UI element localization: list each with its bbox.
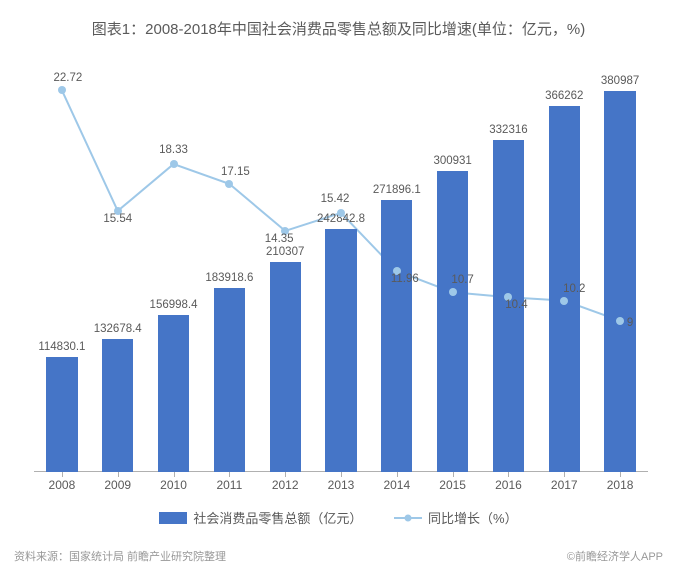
line-marker — [616, 317, 624, 325]
x-tick — [118, 472, 119, 477]
bar-value-label: 132678.4 — [94, 323, 142, 335]
x-tick — [620, 472, 621, 477]
legend: 社会消费品零售总额（亿元） 同比增长（%） — [0, 508, 677, 527]
x-tick — [453, 472, 454, 477]
x-axis-label: 2013 — [328, 478, 355, 492]
footer-source: 资料来源：国家统计局 前瞻产业研究院整理 — [14, 548, 226, 564]
x-tick — [62, 472, 63, 477]
bar-value-label: 300931 — [433, 155, 471, 167]
line-marker — [58, 86, 66, 94]
legend-swatch-bar — [159, 512, 187, 524]
line-marker — [449, 288, 457, 296]
line-value-label: 15.42 — [321, 193, 350, 205]
x-axis-label: 2012 — [272, 478, 299, 492]
line-value-label: 18.33 — [159, 144, 188, 156]
legend-item-line: 同比增长（%） — [394, 508, 518, 527]
bar — [325, 229, 356, 472]
line-value-label: 11.96 — [391, 273, 419, 285]
bar-value-label: 114830.1 — [38, 341, 85, 353]
line-value-label: 14.35 — [265, 233, 294, 245]
line-value-label: 10.2 — [563, 283, 585, 295]
bar — [604, 91, 635, 472]
line-value-label: 9 — [627, 317, 633, 329]
line-marker — [337, 209, 345, 217]
x-axis-label: 2008 — [49, 478, 76, 492]
x-axis-label: 2016 — [495, 478, 522, 492]
line-marker — [170, 160, 178, 168]
line-value-label: 17.15 — [221, 166, 250, 178]
bar-value-label: 210307 — [266, 246, 304, 258]
bar — [102, 339, 133, 472]
legend-item-bar: 社会消费品零售总额（亿元） — [159, 508, 362, 527]
bar — [270, 262, 301, 472]
bar — [158, 315, 189, 472]
x-axis-label: 2009 — [104, 478, 131, 492]
bar — [437, 171, 468, 472]
x-tick — [285, 472, 286, 477]
x-axis-label: 2018 — [607, 478, 634, 492]
bar-value-label: 183918.6 — [205, 272, 253, 284]
chart-container: 图表1：2008-2018年中国社会消费品零售总额及同比增速(单位：亿元，%) … — [0, 0, 677, 574]
x-axis-label: 2017 — [551, 478, 578, 492]
x-axis-label: 2010 — [160, 478, 187, 492]
bar-value-label: 380987 — [601, 75, 639, 87]
x-axis-label: 2014 — [383, 478, 410, 492]
legend-label-line: 同比增长（%） — [428, 508, 518, 527]
bar — [46, 357, 77, 472]
bar-value-label: 156998.4 — [150, 299, 198, 311]
chart-title: 图表1：2008-2018年中国社会消费品零售总额及同比增速(单位：亿元，%) — [0, 0, 677, 47]
bar — [214, 288, 245, 472]
bar — [381, 200, 412, 472]
line-value-label: 10.7 — [451, 274, 473, 286]
legend-label-bar: 社会消费品零售总额（亿元） — [193, 508, 362, 527]
x-axis-label: 2011 — [216, 478, 242, 492]
plot-area: 114830.1 22.72 132678.4 15.54 156998.4 18.33 1… — [34, 52, 648, 472]
line-value-label: 15.54 — [103, 213, 132, 225]
x-axis-label: 2015 — [439, 478, 466, 492]
x-tick — [174, 472, 175, 477]
line-value-label: 22.72 — [54, 72, 83, 84]
x-tick — [229, 472, 230, 477]
bar-value-label: 271896.1 — [373, 184, 421, 196]
line-value-label: 10.4 — [505, 299, 527, 311]
legend-swatch-line — [394, 512, 422, 524]
x-tick — [564, 472, 565, 477]
bar-value-label: 366262 — [545, 90, 583, 102]
line-marker — [225, 180, 233, 188]
footer-copyright: ©前瞻经济学人APP — [567, 548, 663, 564]
line-marker — [560, 297, 568, 305]
bar-value-label: 332316 — [489, 124, 527, 136]
x-tick — [508, 472, 509, 477]
x-tick — [397, 472, 398, 477]
x-tick — [341, 472, 342, 477]
